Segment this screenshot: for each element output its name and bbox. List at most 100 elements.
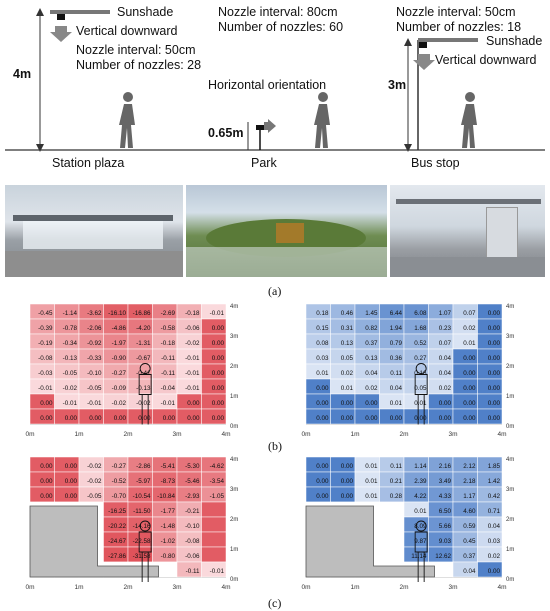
cell-value: -0.01 <box>185 385 200 392</box>
cell-value: -0.02 <box>63 385 78 392</box>
person-icon <box>414 363 428 425</box>
cell-value: 2.39 <box>414 478 427 485</box>
cell-value: 0.31 <box>341 325 354 332</box>
cell-value: 0.04 <box>365 370 378 377</box>
cell-value: -0.27 <box>112 463 127 470</box>
cell-value: -0.02 <box>185 340 200 347</box>
y-tick-label: 4m <box>506 304 514 310</box>
cell-value: 0.00 <box>65 415 78 422</box>
cell-value: 4.33 <box>439 493 452 500</box>
cell-value: -0.01 <box>210 568 225 575</box>
cell-value: -1.97 <box>112 340 127 347</box>
cell-value: 0.36 <box>390 355 403 362</box>
person-icon <box>138 363 152 425</box>
cell-value: -0.18 <box>185 310 200 317</box>
cell-value: -0.78 <box>63 325 78 332</box>
station-interval-label: Nozzle interval: 50cm <box>76 43 196 57</box>
cell-value: 0.00 <box>341 493 354 500</box>
cell-value: 0.27 <box>414 355 427 362</box>
cell-value: 6.50 <box>439 508 452 515</box>
cell-value: 0.01 <box>316 370 329 377</box>
x-tick-label: 2m <box>123 431 132 437</box>
cell-value: 0.00 <box>40 463 53 470</box>
heatmap-b-right: 4m 3m 2m 1m 0m 0m 1m 2m 3m 4m 0.18 0.46 1.45 6.44 6.08… <box>301 303 514 437</box>
cell-value: 0.00 <box>163 415 176 422</box>
heatmap-b-left: 4m 3m 2m 1m 0m 0m 1m 2m 3m 4m -0.45 -1.14 -3.62 -16.1… <box>25 303 238 437</box>
y-tick-label: 3m <box>506 487 514 493</box>
cell-value: 0.04 <box>390 385 403 392</box>
heatmap-cell <box>379 501 405 518</box>
cell-value: 0.02 <box>439 385 452 392</box>
cell-value: -0.08 <box>185 538 200 545</box>
cell-value: 0.00 <box>65 478 78 485</box>
cell-value: -3.62 <box>87 310 102 317</box>
cell-value: -0.67 <box>136 355 151 362</box>
bus-photo <box>390 185 545 277</box>
cell-value: 0.00 <box>463 370 476 377</box>
station-direction-label: Vertical downward <box>76 24 178 38</box>
heatmap-c-left: 4m 3m 2m 1m 0m 0m 1m 2m 3m 4m 0.00 0.00 -0.02 -0.27 -2… <box>25 456 238 590</box>
cell-value: 6.44 <box>390 310 403 317</box>
y-tick-label: 0m <box>230 577 238 583</box>
cell-value: -0.34 <box>63 340 78 347</box>
cell-value: -5.41 <box>161 463 176 470</box>
cell-value: 0.03 <box>488 538 501 545</box>
cell-value: -4.20 <box>136 325 151 332</box>
cell-value: 1.68 <box>414 325 427 332</box>
cell-value: 0.01 <box>463 340 476 347</box>
cell-value: 5.66 <box>439 523 452 530</box>
cell-value: 0.37 <box>463 553 476 560</box>
cell-value: 0.11 <box>390 463 402 470</box>
cell-value: 0.01 <box>390 400 403 407</box>
cell-value: 0.00 <box>187 415 200 422</box>
cell-value: 1.07 <box>439 310 452 317</box>
cell-value: -0.18 <box>161 340 176 347</box>
cell-value: 1.42 <box>488 478 501 485</box>
cell-value: 0.00 <box>365 415 378 422</box>
cell-value: 0.00 <box>65 463 78 470</box>
cell-value: 0.00 <box>212 370 225 377</box>
pedestrian-bus-icon <box>461 92 477 148</box>
cell-value: 0.00 <box>212 385 225 392</box>
cell-value: 0.00 <box>40 478 53 485</box>
cell-value: 4.22 <box>414 493 427 500</box>
x-tick-label: 3m <box>448 431 457 437</box>
cell-value: 0.00 <box>212 340 225 347</box>
x-tick-label: 0m <box>25 584 34 590</box>
cell-value: 0.52 <box>414 340 427 347</box>
cell-value: 0.03 <box>316 355 329 362</box>
cell-value: 4.60 <box>463 508 476 515</box>
x-tick-label: 1m <box>74 431 83 437</box>
cell-value: 1.14 <box>414 463 427 470</box>
cell-value: 2.18 <box>463 478 476 485</box>
cell-value: 0.04 <box>439 355 452 362</box>
cell-value: -1.05 <box>210 493 225 500</box>
cell-value: 0.00 <box>365 400 378 407</box>
cell-value: 0.00 <box>488 415 501 422</box>
cell-value: 0.00 <box>414 415 427 422</box>
cell-value: -0.09 <box>112 385 127 392</box>
heatmap-cell <box>201 501 227 518</box>
y-tick-label: 0m <box>506 577 514 583</box>
cell-value: 12.62 <box>435 553 451 560</box>
cell-value: 8.09 <box>414 523 427 530</box>
x-tick-label: 2m <box>399 584 408 590</box>
cell-value: 0.02 <box>488 553 501 560</box>
station-sunshade-label: Sunshade <box>117 5 174 19</box>
cell-value: -0.02 <box>136 400 151 407</box>
obstacle-shape <box>305 505 435 578</box>
obstacle-shape <box>29 505 159 578</box>
station-name-label: Station plaza <box>52 156 125 170</box>
cell-value: 0.00 <box>114 415 127 422</box>
cell-value: 0.00 <box>316 385 329 392</box>
cell-value: -5.97 <box>136 478 151 485</box>
cell-value: 3.49 <box>439 478 452 485</box>
cell-value: 0.00 <box>488 385 501 392</box>
x-tick-label: 0m <box>25 431 34 437</box>
heatmap-cell <box>201 546 227 563</box>
x-tick-label: 3m <box>172 431 181 437</box>
cell-value: 0.46 <box>341 310 354 317</box>
cell-value: -0.52 <box>112 478 127 485</box>
cell-value: 0.00 <box>463 355 476 362</box>
cell-value: 0.00 <box>341 400 354 407</box>
